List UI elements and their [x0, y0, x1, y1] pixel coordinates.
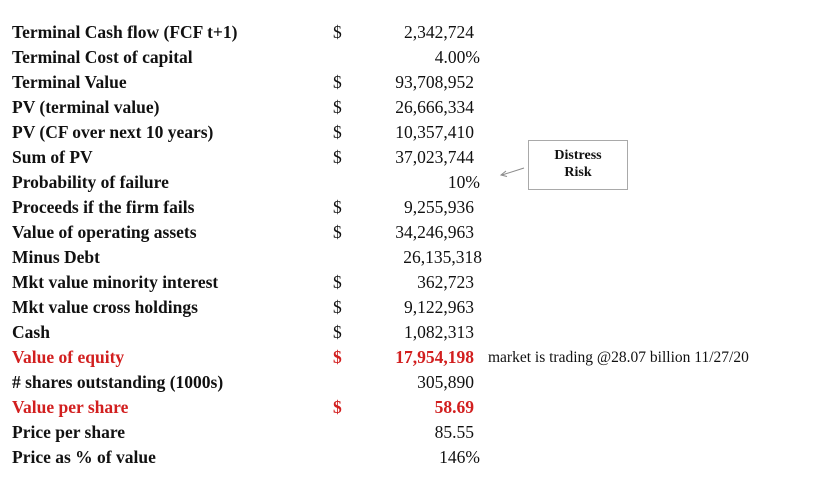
row-label: PV (terminal value): [12, 97, 160, 117]
row-value: 26,135,318: [403, 247, 482, 267]
row-label: PV (CF over next 10 years): [12, 122, 214, 142]
row-value: 4.00%: [434, 47, 480, 67]
row-pv-terminal-value: PV (terminal value) $ 26,666,334: [0, 95, 817, 120]
row-label: Value of equity: [12, 347, 125, 367]
market-trading-note: market is trading @28.07 billion 11/27/2…: [488, 349, 749, 366]
currency-sign: $: [333, 72, 342, 92]
row-cash: Cash $ 1,082,313: [0, 320, 817, 345]
row-value: 34,246,963: [395, 222, 474, 242]
row-value: 9,255,936: [404, 197, 474, 217]
callout-line-1: Distress: [554, 148, 602, 163]
currency-sign: $: [333, 197, 342, 217]
currency-sign: $: [333, 397, 342, 417]
row-value-per-share: Value per share $ 58.69: [0, 395, 817, 420]
row-label: Value per share: [12, 397, 129, 417]
row-value: 58.69: [434, 397, 474, 417]
row-label: Sum of PV: [12, 147, 93, 167]
currency-sign: $: [333, 297, 342, 317]
row-value: 9,122,963: [404, 297, 474, 317]
currency-sign: $: [333, 347, 342, 367]
row-terminal-cost-of-capital: Terminal Cost of capital 4.00%: [0, 45, 817, 70]
currency-sign: $: [333, 147, 342, 167]
row-price-per-share: Price per share 85.55: [0, 420, 817, 445]
row-label: Price per share: [12, 422, 126, 442]
row-value: 17,954,198: [395, 347, 474, 367]
row-value: 362,723: [417, 272, 474, 292]
row-minus-debt: Minus Debt 26,135,318: [0, 245, 817, 270]
row-label: Minus Debt: [12, 247, 100, 267]
row-value: 1,082,313: [404, 322, 474, 342]
currency-sign: $: [333, 322, 342, 342]
row-terminal-value: Terminal Value $ 93,708,952: [0, 70, 817, 95]
row-value: 26,666,334: [395, 97, 474, 117]
row-cross-holdings: Mkt value cross holdings $ 9,122,963: [0, 295, 817, 320]
callout-arrow-icon: [499, 167, 525, 177]
row-label: Mkt value cross holdings: [12, 297, 198, 317]
row-value: 85.55: [434, 422, 474, 442]
row-value: 10,357,410: [395, 122, 474, 142]
currency-sign: $: [333, 222, 342, 242]
row-label: Mkt value minority interest: [12, 272, 219, 292]
row-value: 146%: [439, 447, 480, 467]
distress-risk-callout: Distress Risk: [528, 140, 628, 190]
row-label: Cash: [12, 322, 50, 342]
row-label: Terminal Cash flow (FCF t+1): [12, 22, 238, 42]
row-price-as-percent-of-value: Price as % of value 146%: [0, 445, 817, 470]
row-value-operating-assets: Value of operating assets $ 34,246,963: [0, 220, 817, 245]
row-label: Proceeds if the firm fails: [12, 197, 195, 217]
currency-sign: $: [333, 122, 342, 142]
row-label: Probability of failure: [12, 172, 169, 192]
currency-sign: $: [333, 97, 342, 117]
row-probability-of-failure: Probability of failure 10%: [0, 170, 817, 195]
row-proceeds-if-fails: Proceeds if the firm fails $ 9,255,936: [0, 195, 817, 220]
row-label: Terminal Value: [12, 72, 127, 92]
row-value: 2,342,724: [404, 22, 474, 42]
row-label: Price as % of value: [12, 447, 156, 467]
row-pv-cf-next-10-years: PV (CF over next 10 years) $ 10,357,410: [0, 120, 817, 145]
currency-sign: $: [333, 22, 342, 42]
row-label: Value of operating assets: [12, 222, 197, 242]
row-value-of-equity: Value of equity $ 17,954,198 market is t…: [0, 345, 817, 370]
row-sum-of-pv: Sum of PV $ 37,023,744: [0, 145, 817, 170]
row-value: 10%: [447, 172, 480, 192]
row-shares-outstanding: # shares outstanding (1000s) 305,890: [0, 370, 817, 395]
row-value: 305,890: [417, 372, 474, 392]
row-label: # shares outstanding (1000s): [12, 372, 224, 392]
callout-line-2: Risk: [564, 165, 592, 180]
row-minority-interest: Mkt value minority interest $ 362,723: [0, 270, 817, 295]
row-value: 37,023,744: [395, 147, 474, 167]
row-terminal-cash-flow: Terminal Cash flow (FCF t+1) $ 2,342,724: [0, 20, 817, 45]
row-label: Terminal Cost of capital: [12, 47, 193, 67]
row-value: 93,708,952: [395, 72, 474, 92]
currency-sign: $: [333, 272, 342, 292]
